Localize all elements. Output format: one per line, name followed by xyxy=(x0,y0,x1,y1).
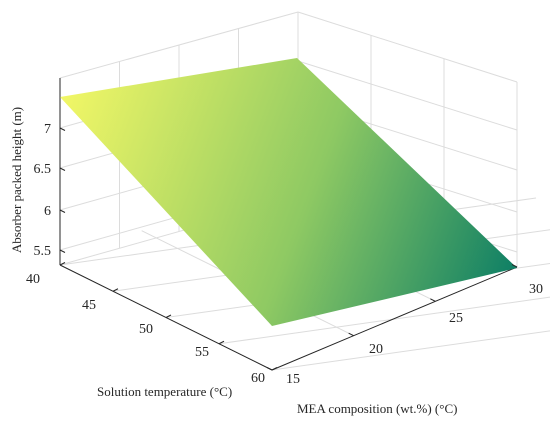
grid-line xyxy=(271,330,550,371)
y-tick-label: 30 xyxy=(529,282,543,297)
x-tick-label: 55 xyxy=(195,345,209,360)
z-tick-label: 6.5 xyxy=(34,162,52,177)
y-tick xyxy=(430,298,436,302)
y-tick-label: 20 xyxy=(369,342,383,357)
x-axis-label: Solution temperature (°C) xyxy=(97,384,232,399)
z-tick xyxy=(59,127,66,131)
x-tick xyxy=(112,288,119,292)
grid-line xyxy=(297,60,518,131)
x-tick-labels: 40 45 50 55 60 xyxy=(26,272,265,386)
y-tick xyxy=(348,332,354,337)
z-tick xyxy=(59,167,66,171)
z-axis-label: Absorber packed height (m) xyxy=(9,107,24,253)
x-tick-label: 45 xyxy=(82,298,96,313)
x-tick xyxy=(59,262,66,266)
y-tick-labels: 15 20 25 30 xyxy=(286,282,543,387)
z-tick xyxy=(59,209,66,213)
y-tick-label: 25 xyxy=(449,311,463,326)
x-tick xyxy=(165,314,172,318)
x-tick xyxy=(218,340,225,345)
y-tick xyxy=(266,367,273,371)
x-tick-label: 50 xyxy=(139,322,153,337)
y-tick-label: 15 xyxy=(286,372,300,387)
x-tick xyxy=(271,367,278,371)
grid-line xyxy=(218,296,550,345)
x-tick-label: 60 xyxy=(251,371,265,386)
x-tick-label: 40 xyxy=(26,272,40,287)
y-axis-label: MEA composition (wt.%) (°C) xyxy=(297,401,457,416)
surface-mesh xyxy=(60,58,517,326)
z-tick xyxy=(59,249,66,253)
y-tick xyxy=(511,264,518,268)
z-tick-label: 5.5 xyxy=(34,244,52,259)
ticks xyxy=(59,127,518,371)
z-tick-label: 7 xyxy=(44,122,51,137)
grid-line xyxy=(297,11,518,83)
z-tick-label: 6 xyxy=(44,204,51,219)
z-tick-labels: 5.5 6 6.5 7 xyxy=(34,122,52,259)
y-axis-line xyxy=(271,266,518,371)
